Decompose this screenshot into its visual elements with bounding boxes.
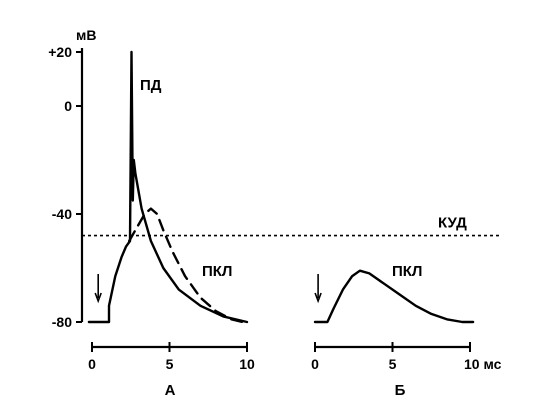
panel-a-solid-series [87,50,249,324]
panel-a-chart: мВ+20 0 -40 -80 0 5 10 А КУД ПД ПКЛ [48,27,500,399]
series-label-pkl: ПКЛ [202,263,232,280]
series-label-pd: ПД [140,77,162,94]
x-tick-label: 5 [166,356,174,372]
x-tick-label: 10 мс [464,356,502,372]
y-tick-label: +20 [48,44,72,60]
y-tick-label: -80 [52,314,72,330]
y-tick-label: 0 [64,98,72,114]
panel-label: Б [395,382,406,399]
series-label-pkl: ПКЛ [392,263,422,280]
threshold-label: КУД [438,215,467,232]
panel-b-solid-series [313,269,475,324]
x-tick-label: 0 [88,356,96,372]
stimulus-arrowhead [94,292,102,304]
panel-b-chart: 0 5 10 мс Б ПКЛ [311,263,502,399]
x-tick-label: 5 [389,356,397,372]
x-tick-label: 10 [239,356,255,372]
panel-label: А [165,382,176,399]
y-tick-label: -40 [52,206,72,222]
y-axis-unit-label: мВ [76,27,96,43]
x-tick-label: 0 [311,356,319,372]
panel-a-dashed-series [127,207,244,324]
stimulus-arrowhead [314,292,322,304]
